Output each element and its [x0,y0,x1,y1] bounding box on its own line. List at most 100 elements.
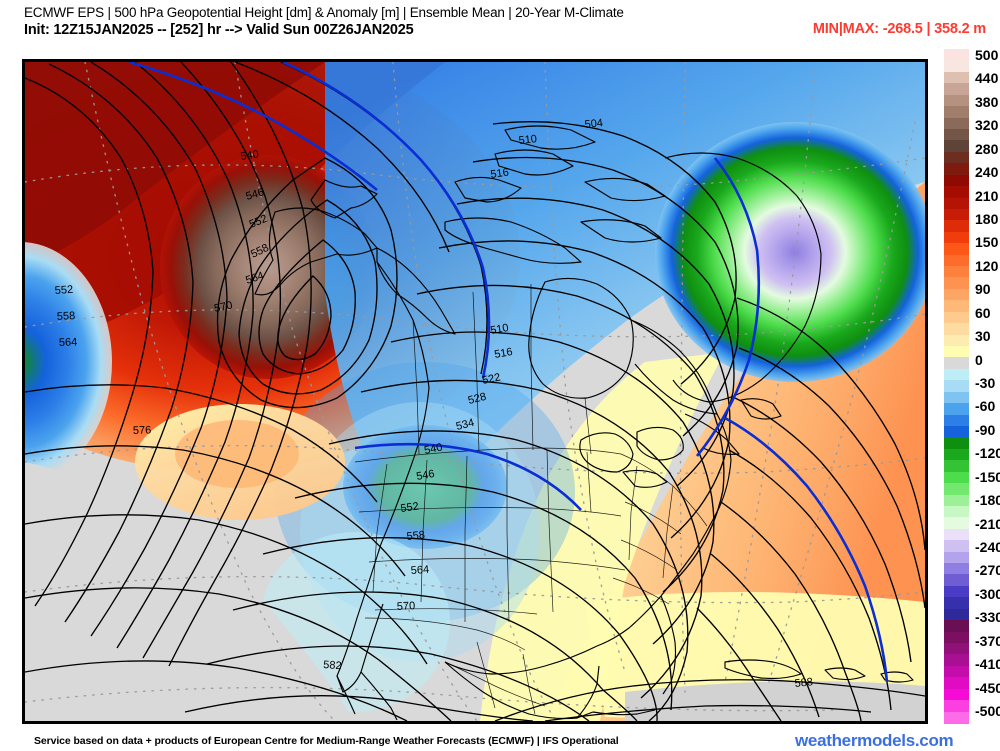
colorbar-tick-label: 280 [975,140,999,157]
colorbar-tick-label: 90 [975,281,991,298]
southwest-neutral-grey [25,462,355,721]
header: ECMWF EPS | 500 hPa Geopotential Height … [0,0,1000,48]
colorbar-tick-label: -150 [975,468,1000,485]
brand-link[interactable]: weathermodels.com [795,731,954,750]
colorbar-band [944,551,969,564]
colorbar-band [944,311,969,324]
colorbar-band [944,254,969,267]
colorbar-tick-label: -90 [975,421,996,438]
colorbar-tick-label: -450 [975,679,1000,696]
page-title: ECMWF EPS | 500 hPa Geopotential Height … [24,5,624,20]
colorbar-band [944,368,969,381]
colorbar-band [944,528,969,541]
anomaly-shading [25,62,925,721]
tropical-neutral-band [625,681,925,721]
colorbar-tick-label: 210 [975,187,999,204]
colorbar-band [944,448,969,461]
colorbar-band [944,574,969,587]
colorbar-tick-label: -120 [975,445,1000,462]
colorbar-band [944,700,969,713]
colorbar-band [944,94,969,107]
height-contours [25,62,925,721]
colorbar-band [944,334,969,347]
contour-label-552-w: 552 [54,284,73,297]
contour-label-516: 516 [493,346,513,361]
contour-label-576: 576 [133,424,152,437]
colorbar-tick-label: 320 [975,117,999,134]
colorbar-tick-label: 240 [975,164,999,181]
colorbar-band [944,460,969,473]
colorbar-band [944,197,969,210]
colorbar-tick-label: 440 [975,70,999,87]
colorbar-band [944,49,969,62]
contour-label-522: 522 [481,371,501,387]
contour-label-558-w: 558 [57,310,76,323]
contour-label-516-n: 516 [490,167,510,181]
contour-label-558-c: 558 [406,529,426,543]
colorbar-band [944,494,969,507]
colorbar-band [944,163,969,176]
colorbar-tick-label: 120 [975,257,999,274]
colorbar-band [944,60,969,73]
contour-label-552-c: 552 [400,501,420,515]
colorbar-band [944,243,969,256]
contour-label-588: 588 [794,676,814,690]
contour-label-546: 546 [245,186,266,203]
colorbar-band [944,540,969,553]
colorbar-tick-label: -300 [975,585,1000,602]
contour-label-564-c: 564 [410,564,429,577]
colorbar-band [944,414,969,427]
colorbar-tick-label: 60 [975,304,991,321]
colorbar-band [944,266,969,279]
colorbar-band [944,357,969,370]
colorbar-tick-label: 0 [975,351,983,368]
colorbar-band [944,186,969,199]
colorbar-tick-label: 180 [975,211,999,227]
contour-label-534: 534 [455,417,476,433]
colorbar-band [944,403,969,416]
colorbar-band [944,300,969,313]
baffin-trough-min [655,122,925,382]
forecast-map[interactable]: 540 546 552 558 564 570 552 558 564 576 … [25,62,925,721]
colorbar-tick-label: 150 [975,234,999,251]
contour-label-504: 504 [584,117,604,131]
colorbar-band [944,151,969,164]
colorbar-tick-label: -500 [975,703,1000,719]
colorbar-band [944,654,969,667]
colorbar-tick-label: -240 [975,539,1000,555]
contour-label-564: 564 [244,270,265,287]
colorbar-band [944,117,969,130]
rockies-negative-anomaly [343,425,507,549]
colorbar-band [944,505,969,518]
north-pacific-trough [25,242,112,482]
map-frame[interactable]: 540 546 552 558 564 570 552 558 564 576 … [22,59,928,724]
colorbar-band [944,140,969,153]
colorbar-band [944,346,969,359]
contour-label-570: 570 [213,299,233,315]
map-layers: 540 546 552 558 564 570 552 558 564 576 … [25,62,925,721]
political-borders [354,284,708,715]
colorbar-band [944,437,969,450]
anomaly-colorbar[interactable]: 500 440 380 320 280 240 210 180 150 120 90 60 30 0 -30… [943,48,1000,724]
colorbar-band [944,585,969,598]
colorbar-band [944,106,969,119]
colorbar-tick-label: 380 [975,93,999,110]
colorbar-tick-label: -270 [975,562,1000,579]
colorbar-band [944,711,969,724]
contour-label-546-c: 546 [415,468,435,483]
colorbar-band [944,517,969,530]
contour-label-510-n: 510 [518,133,538,147]
subtropical-pacific-core [175,420,299,488]
colorbar-band [944,288,969,301]
contour-label-540-c: 540 [423,441,443,457]
colorbar-band [944,677,969,690]
colorbar-band [944,220,969,233]
colorbar-band [944,323,969,336]
colorbar-tick-label: -210 [975,515,1000,532]
colorbar-tick-label: -180 [975,492,1000,509]
contour-label-570-c: 570 [397,600,416,613]
colorbar-band [944,471,969,484]
colorbar-band [944,83,969,96]
contour-labels: 540 546 552 558 564 570 552 558 564 576 … [54,117,813,690]
colorbar-band [944,425,969,438]
